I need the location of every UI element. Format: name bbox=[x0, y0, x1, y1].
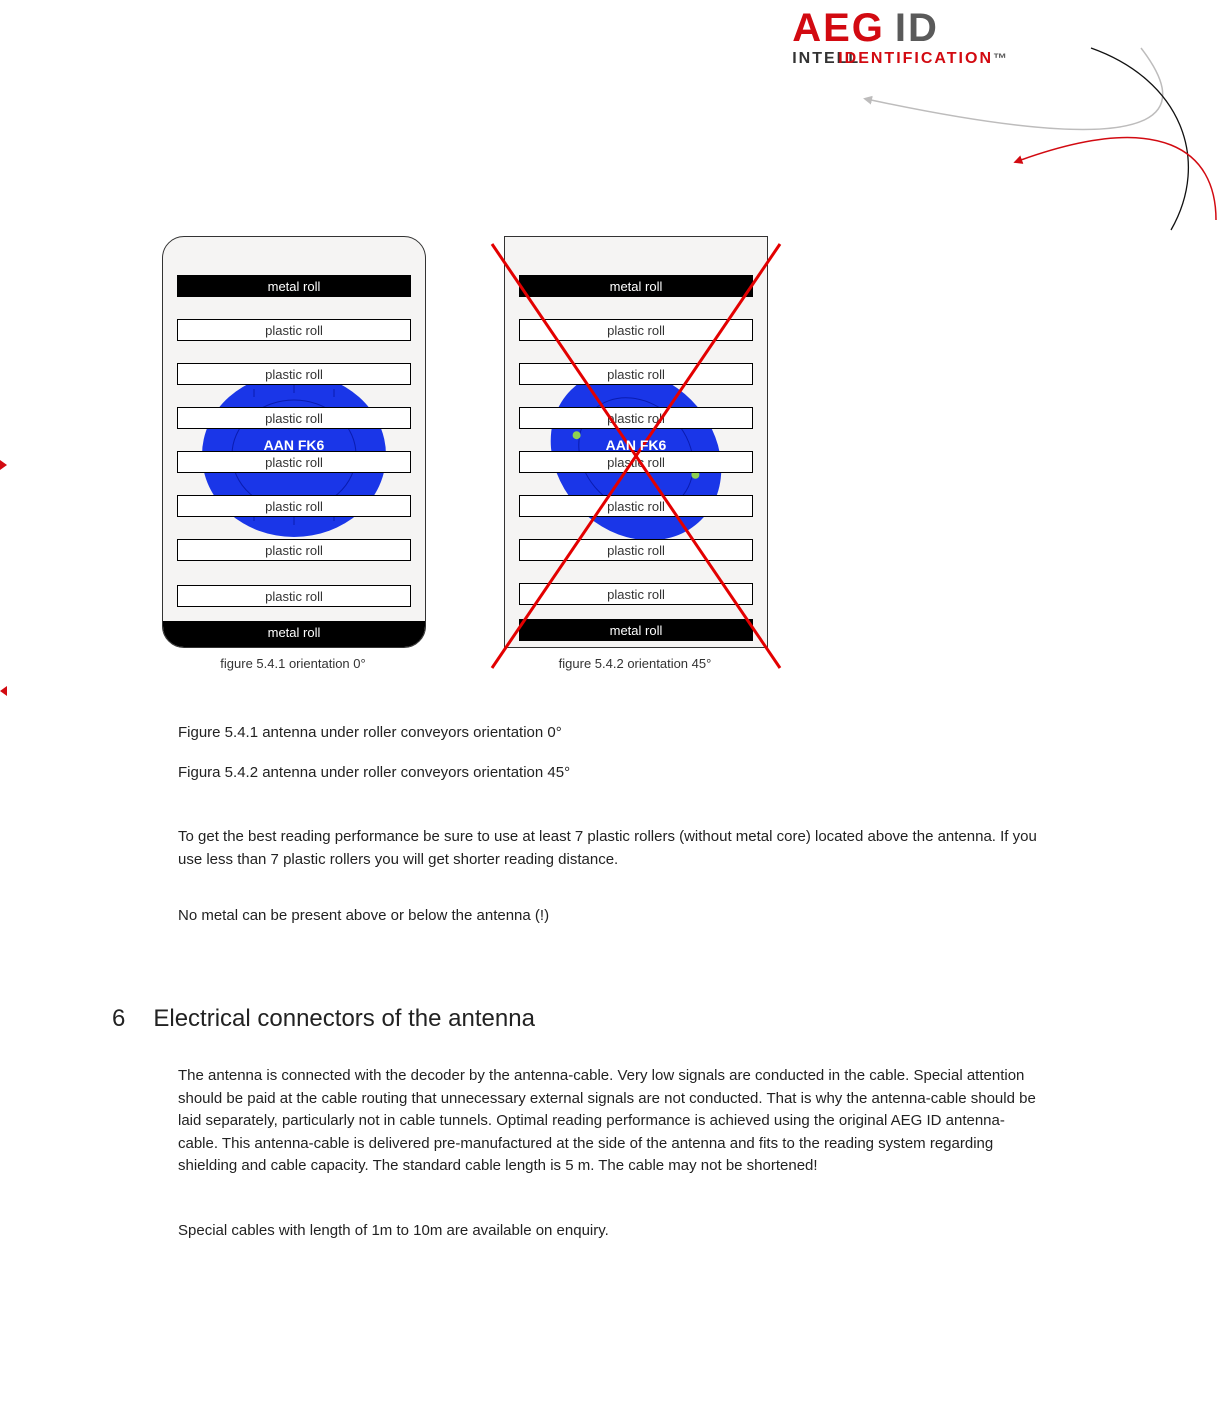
caption-fig1: Figure 5.4.1 antenna under roller convey… bbox=[178, 722, 1038, 745]
conveyor-0deg: metal roll plastic roll plastic roll pla… bbox=[162, 236, 426, 648]
section-number: 6 bbox=[112, 1005, 125, 1033]
page-marker-right bbox=[0, 686, 7, 696]
conveyor-45deg: metal roll plastic roll plastic roll pla… bbox=[504, 236, 768, 648]
figure-left: metal roll plastic roll plastic roll pla… bbox=[162, 236, 424, 671]
roll-plastic: plastic roll bbox=[519, 319, 753, 341]
roll-plastic: plastic roll bbox=[177, 363, 411, 385]
roll-metal: metal roll bbox=[163, 621, 425, 647]
roll-plastic: plastic roll bbox=[519, 407, 753, 429]
roll-metal: metal roll bbox=[177, 275, 411, 297]
brand-aeg: AEG bbox=[792, 6, 885, 50]
roll-plastic: plastic roll bbox=[519, 451, 753, 473]
brand-tagline: INTELLIDENTIFICATION™ bbox=[792, 50, 1031, 68]
paragraph-4: Special cables with length of 1m to 10m … bbox=[178, 1220, 1038, 1243]
roll-plastic: plastic roll bbox=[519, 495, 753, 517]
roll-plastic: plastic roll bbox=[519, 539, 753, 561]
roll-plastic: plastic roll bbox=[519, 583, 753, 605]
roll-plastic: plastic roll bbox=[177, 407, 411, 429]
figure-right-caption: figure 5.4.2 orientation 45° bbox=[504, 656, 766, 671]
paragraph-3: The antenna is connected with the decode… bbox=[178, 1065, 1038, 1178]
figures-row: metal roll plastic roll plastic roll pla… bbox=[162, 236, 802, 671]
roll-plastic: plastic roll bbox=[177, 539, 411, 561]
roll-metal: metal roll bbox=[519, 275, 753, 297]
figure-left-caption: figure 5.4.1 orientation 0° bbox=[162, 656, 424, 671]
section-heading: 6 Electrical connectors of the antenna bbox=[112, 1005, 535, 1033]
roll-plastic: plastic roll bbox=[177, 585, 411, 607]
paragraph-2: No metal can be present above or below t… bbox=[178, 905, 1038, 928]
caption-fig2: Figura 5.4.2 antenna under roller convey… bbox=[178, 762, 1038, 785]
figure-right: metal roll plastic roll plastic roll pla… bbox=[504, 236, 766, 671]
tagline-tm: ™ bbox=[993, 50, 1009, 66]
roll-plastic: plastic roll bbox=[177, 495, 411, 517]
roll-plastic: plastic roll bbox=[177, 451, 411, 473]
brand-logo-main: AEGID bbox=[792, 8, 1031, 48]
brand-logo: AEGID INTELLIDENTIFICATION™ bbox=[792, 8, 1031, 68]
brand-id: ID bbox=[895, 6, 939, 50]
roll-plastic: plastic roll bbox=[177, 319, 411, 341]
roll-metal: metal roll bbox=[519, 619, 753, 641]
page-marker-left bbox=[0, 460, 7, 470]
paragraph-1: To get the best reading performance be s… bbox=[178, 826, 1038, 871]
tagline-part-b: IDENTIFICATION bbox=[838, 50, 993, 67]
section-title: Electrical connectors of the antenna bbox=[153, 1005, 535, 1033]
roll-plastic: plastic roll bbox=[519, 363, 753, 385]
